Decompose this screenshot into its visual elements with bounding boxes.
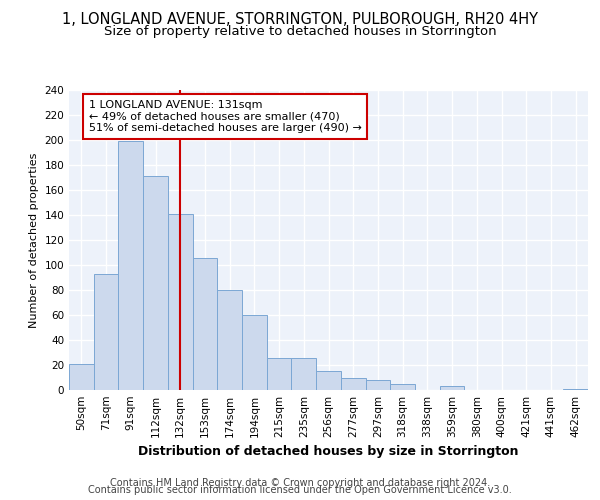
Bar (193, 258, 217, 390)
X-axis label: Distribution of detached houses by size in Storrington: Distribution of detached houses by size … (138, 446, 519, 458)
Bar (94, 274, 118, 390)
Bar (316, 371, 341, 390)
Bar (267, 358, 292, 390)
Bar (341, 378, 365, 390)
Text: 1 LONGLAND AVENUE: 131sqm
← 49% of detached houses are smaller (470)
51% of semi: 1 LONGLAND AVENUE: 131sqm ← 49% of detac… (89, 100, 362, 133)
Bar (563, 389, 588, 390)
Bar (168, 214, 193, 390)
Bar (118, 141, 143, 390)
Bar (390, 384, 415, 390)
Bar (440, 386, 464, 390)
Bar (143, 176, 168, 390)
Text: Contains public sector information licensed under the Open Government Licence v3: Contains public sector information licen… (88, 485, 512, 495)
Bar (69, 364, 94, 390)
Bar (242, 315, 267, 390)
Text: Contains HM Land Registry data © Crown copyright and database right 2024.: Contains HM Land Registry data © Crown c… (110, 478, 490, 488)
Bar (292, 358, 316, 390)
Y-axis label: Number of detached properties: Number of detached properties (29, 152, 39, 328)
Text: 1, LONGLAND AVENUE, STORRINGTON, PULBOROUGH, RH20 4HY: 1, LONGLAND AVENUE, STORRINGTON, PULBORO… (62, 12, 538, 28)
Bar (217, 290, 242, 390)
Text: Size of property relative to detached houses in Storrington: Size of property relative to detached ho… (104, 25, 496, 38)
Bar (365, 380, 390, 390)
